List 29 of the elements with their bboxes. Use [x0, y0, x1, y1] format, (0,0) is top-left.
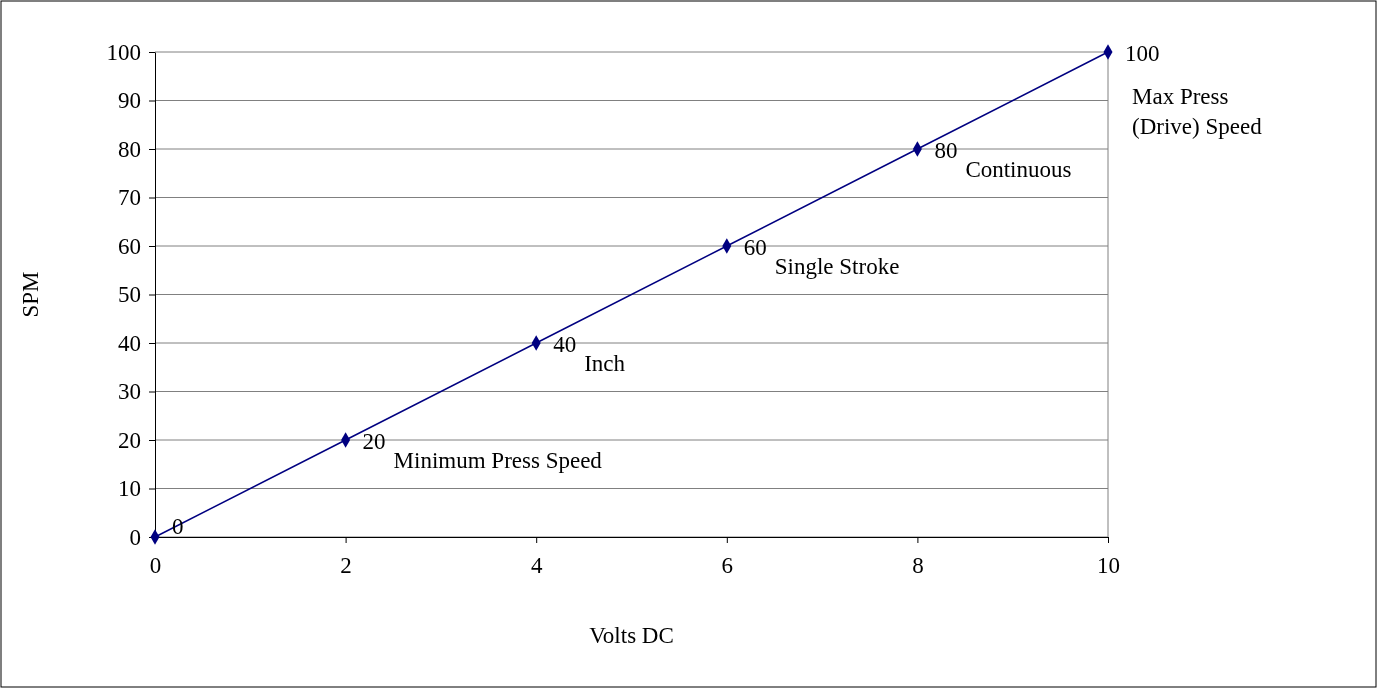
data-label: 80	[934, 138, 958, 163]
y-tick-label: 30	[118, 379, 141, 405]
x-axis-title: Volts DC	[589, 623, 674, 648]
y-tick-label: 100	[106, 39, 141, 65]
annotation: Continuous	[965, 157, 1072, 182]
annotation: Inch	[584, 351, 626, 376]
data-label: 40	[553, 332, 577, 357]
x-tick-label: 4	[530, 553, 543, 579]
x-tick-label: 10	[1097, 553, 1120, 579]
x-tick-label: 6	[721, 553, 734, 579]
y-tick-label: 60	[118, 233, 141, 259]
data-label: 20	[362, 429, 386, 454]
data-label: 60	[743, 235, 767, 260]
y-tick-label: 10	[118, 476, 141, 502]
y-axis-title: SPM	[18, 271, 43, 318]
x-tick-label: 0	[149, 553, 162, 579]
x-tick-label: 8	[912, 553, 924, 579]
y-tick-label: 90	[118, 88, 141, 114]
y-tick-label: 0	[129, 524, 141, 550]
x-tick-label: 2	[340, 553, 352, 579]
y-tick-label: 50	[118, 282, 141, 308]
y-tick-label: 70	[118, 185, 141, 211]
annotation: Minimum Press Speed	[393, 448, 603, 473]
y-tick-label: 40	[118, 330, 141, 356]
annotation: Max Press (Drive) Speed	[1132, 84, 1263, 139]
y-tick-label: 80	[118, 136, 141, 162]
y-tick-label: 20	[118, 427, 141, 453]
annotation: Single Stroke	[774, 254, 900, 279]
data-label: 100	[1125, 41, 1160, 66]
